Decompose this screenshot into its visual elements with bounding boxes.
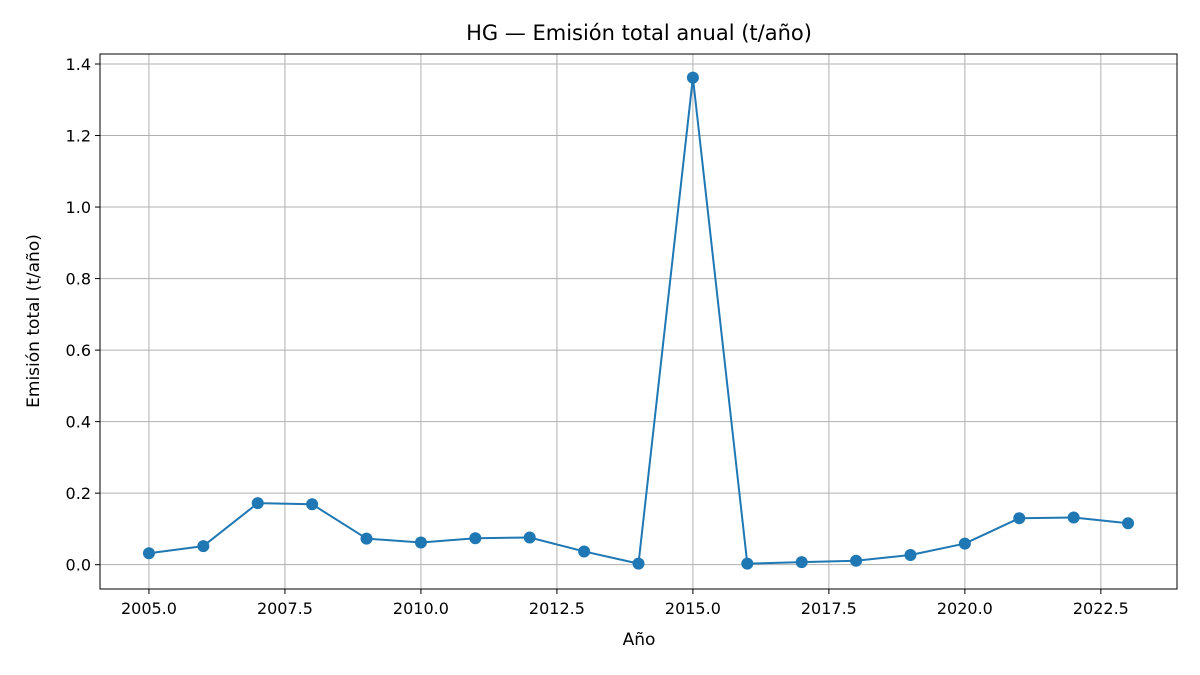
data-point <box>469 532 482 545</box>
x-tick-label: 2010.0 <box>393 599 449 618</box>
data-point <box>850 554 863 567</box>
x-tick-label: 2007.5 <box>257 599 313 618</box>
y-axis: 0.0 0.2 0.4 0.6 0.8 1.0 1.2 1.4 <box>66 55 100 575</box>
x-tick-label: 2012.5 <box>529 599 585 618</box>
data-point <box>1122 517 1135 530</box>
data-point <box>741 557 754 570</box>
data-point <box>197 540 210 553</box>
x-axis: 2005.0 2007.5 2010.0 2012.5 2015.0 2017.5 2020… <box>121 589 1129 618</box>
data-point <box>523 531 536 544</box>
y-tick-label: 1.2 <box>66 127 91 146</box>
y-tick-label: 0.2 <box>66 484 91 503</box>
y-tick-label: 0.6 <box>66 341 91 360</box>
data-point <box>904 549 917 562</box>
data-point <box>958 537 971 550</box>
y-tick-label: 0.0 <box>66 556 91 575</box>
data-point <box>306 498 319 511</box>
x-tick-label: 2022.5 <box>1073 599 1129 618</box>
data-point <box>578 545 591 558</box>
data-point <box>360 532 373 545</box>
data-point <box>1013 512 1026 525</box>
x-tick-label: 2020.0 <box>937 599 993 618</box>
x-tick-label: 2015.0 <box>665 599 721 618</box>
data-point <box>795 556 808 569</box>
x-tick-label: 2017.5 <box>801 599 857 618</box>
data-series <box>142 71 1135 570</box>
y-tick-label: 0.8 <box>66 270 91 289</box>
chart-title: HG — Emisión total anual (t/año) <box>466 21 812 45</box>
data-point <box>1067 511 1080 524</box>
data-point <box>414 536 427 549</box>
y-tick-label: 1.4 <box>66 55 91 74</box>
x-tick-label: 2005.0 <box>121 599 177 618</box>
y-axis-label: Emisión total (t/año) <box>24 234 44 408</box>
data-point <box>686 71 699 84</box>
data-point <box>632 557 645 570</box>
plot-frame <box>99 53 1178 590</box>
x-axis-label: Año <box>623 630 656 650</box>
data-point <box>142 547 155 560</box>
grid-lines <box>100 54 1177 589</box>
y-tick-label: 0.4 <box>66 413 91 432</box>
y-tick-label: 1.0 <box>66 198 91 217</box>
data-point <box>251 497 264 510</box>
